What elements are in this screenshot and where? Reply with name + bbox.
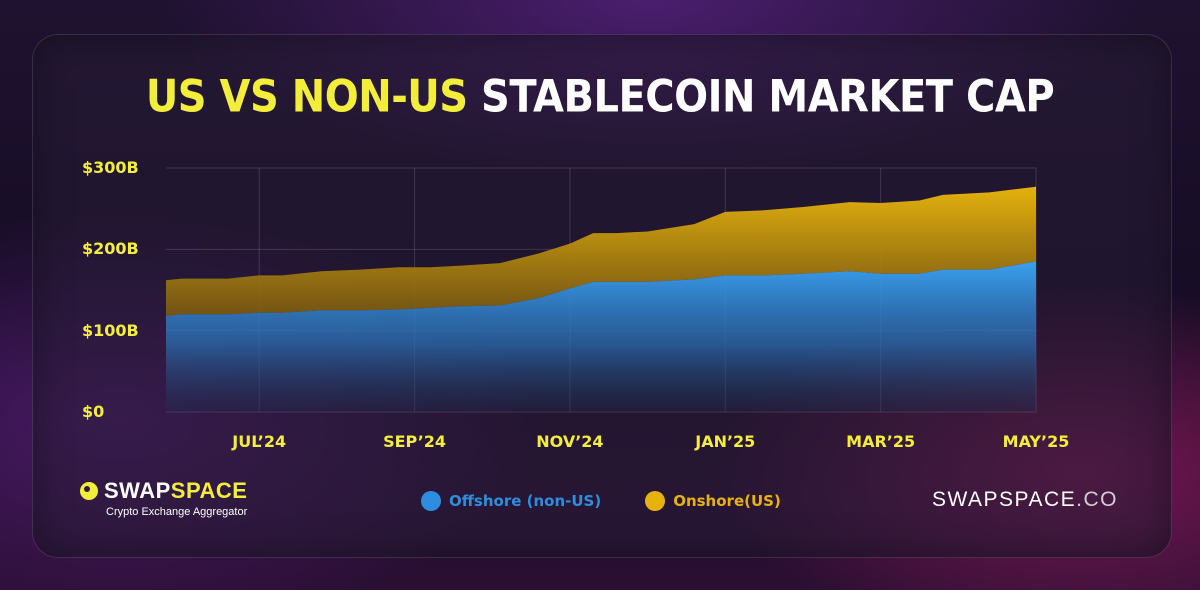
site-url-name: SWAPSPACE: [931, 488, 1077, 511]
area-onshore-us: [166, 186, 1036, 317]
logo-name-swap: SWAP: [104, 478, 171, 503]
x-tick-label: SEP’24: [383, 432, 447, 451]
x-tick-label: NOV’24: [536, 432, 604, 451]
legend-swatch-onshore: [645, 491, 666, 511]
y-tick-label: $0: [82, 402, 105, 421]
title-highlight: US VS NON-US: [145, 71, 468, 123]
legend-item-onshore: Onshore(US): [645, 491, 781, 511]
legend-label-onshore: Onshore(US): [673, 492, 781, 510]
site-url[interactable]: SWAPSPACE.CO: [932, 488, 1118, 512]
y-tick-label: $300B: [82, 158, 139, 177]
legend-swatch-offshore: [421, 491, 441, 511]
logo-wordmark: SWAPSPACE: [104, 478, 247, 504]
legend-item-offshore: Offshore (non-US): [421, 491, 601, 511]
logo-dot-icon: [80, 482, 98, 500]
chart-legend: Offshore (non-US) Onshore(US): [421, 491, 825, 511]
x-tick-label: MAR’25: [846, 432, 916, 451]
series-areas: [166, 186, 1036, 412]
swapspace-logo[interactable]: SWAPSPACE Crypto Exchange Aggregator: [80, 478, 247, 518]
logo-tagline: Crypto Exchange Aggregator: [106, 506, 248, 518]
logo-name-space: SPACE: [170, 478, 248, 503]
x-tick-label: JUL’24: [232, 432, 287, 451]
chart-title: US VS NON-US STABLECOIN MARKET CAP: [0, 71, 1200, 123]
site-url-tld: .CO: [1076, 488, 1118, 511]
x-tick-label: JAN’25: [695, 432, 756, 451]
y-tick-label: $100B: [82, 320, 139, 340]
legend-label-offshore: Offshore (non-US): [449, 492, 602, 510]
y-tick-label: $200B: [82, 239, 139, 259]
x-tick-label: MAY’25: [1002, 432, 1070, 451]
title-rest: STABLECOIN MARKET CAP: [481, 71, 1055, 123]
area-offshore-non-us: [166, 261, 1036, 412]
